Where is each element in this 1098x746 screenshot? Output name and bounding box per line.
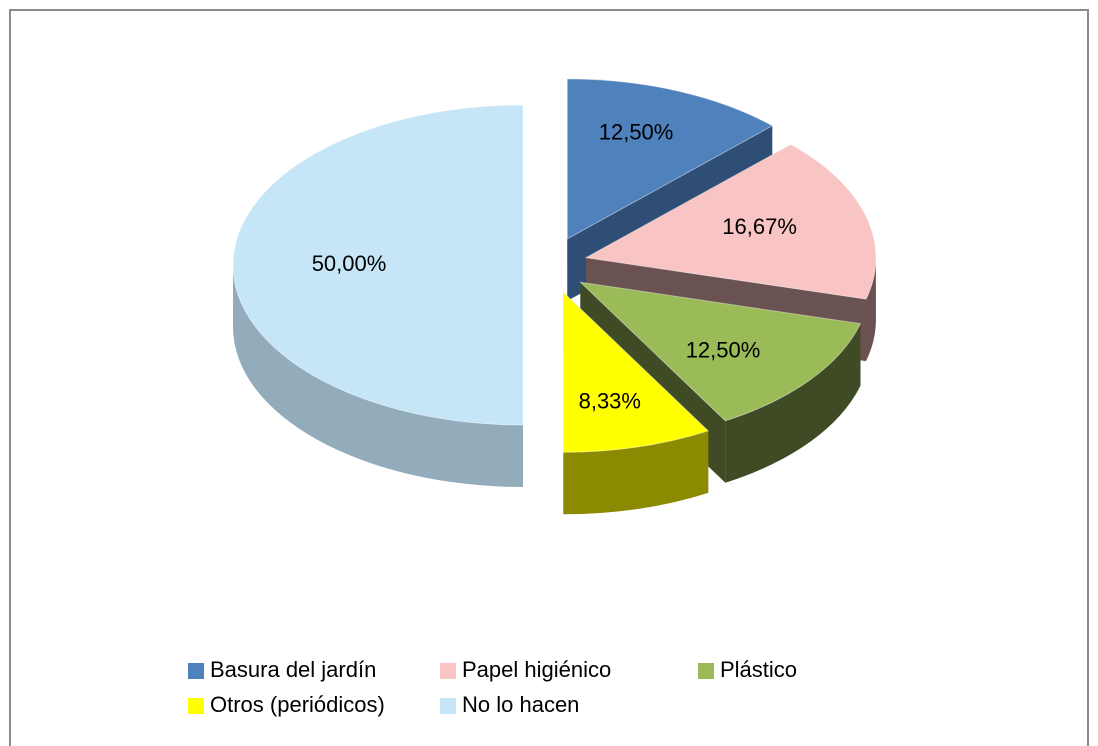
legend-swatch — [440, 663, 456, 679]
data-label: 8,33% — [579, 388, 641, 413]
legend-swatch — [440, 698, 456, 714]
legend-label: Basura del jardín — [210, 657, 376, 682]
data-label: 50,00% — [312, 251, 387, 276]
slice — [562, 291, 710, 453]
chart-border — [9, 9, 1089, 746]
slice-side — [233, 265, 523, 487]
legend-swatch — [698, 663, 714, 679]
legend-label: No lo hacen — [462, 692, 579, 717]
slice-side — [866, 257, 876, 362]
data-label: 16,67% — [722, 214, 797, 239]
slice — [584, 143, 877, 300]
legend-label: Otros (periódicos) — [210, 692, 385, 717]
slice — [578, 281, 862, 422]
slice — [566, 78, 774, 240]
legend-swatch — [188, 698, 204, 714]
data-label: 12,50% — [686, 337, 761, 362]
slice — [232, 104, 524, 426]
legend-label: Papel higiénico — [462, 657, 611, 682]
legend-swatch — [188, 663, 204, 679]
slice-side — [725, 323, 861, 483]
legend-label: Plástico — [720, 657, 797, 682]
data-label: 12,50% — [599, 119, 674, 144]
slice-side — [563, 430, 709, 515]
